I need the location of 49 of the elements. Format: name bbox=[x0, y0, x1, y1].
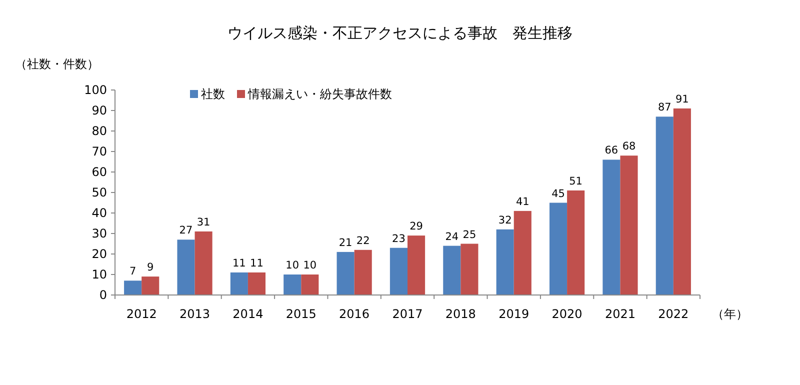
data-label: 51 bbox=[569, 175, 583, 188]
data-label: 45 bbox=[552, 188, 565, 200]
x-tick-label: 2012 bbox=[126, 307, 157, 321]
data-label: 23 bbox=[392, 232, 406, 245]
y-tick-label: 60 bbox=[92, 165, 107, 179]
x-tick-label: 2017 bbox=[392, 307, 423, 321]
title: ウイルス感染・不正アクセスによる事故 発生推移 bbox=[228, 24, 572, 42]
ylabel: （社数・件数） bbox=[15, 57, 99, 71]
data-label: 24 bbox=[445, 230, 459, 243]
x-tick-label: 2019 bbox=[498, 307, 530, 321]
y-tick-label: 90 bbox=[92, 104, 107, 118]
y-tick-label: 80 bbox=[92, 124, 107, 138]
x-tick-label: 2014 bbox=[232, 307, 264, 321]
legend-label: 情報漏えい・紛失事故件数 bbox=[247, 87, 392, 101]
x-tick-label: 2013 bbox=[180, 307, 210, 321]
x-tick-label: 2016 bbox=[339, 307, 370, 321]
data-label: 11 bbox=[250, 257, 264, 270]
data-label: 68 bbox=[622, 140, 636, 153]
data-label: 27 bbox=[179, 224, 193, 237]
data-label: 10 bbox=[303, 260, 317, 272]
legend-label: 社数 bbox=[201, 87, 225, 101]
y-tick-label: 70 bbox=[92, 144, 107, 158]
data-label: 29 bbox=[410, 220, 423, 233]
data-label: 32 bbox=[498, 214, 512, 226]
y-tick-label: 30 bbox=[92, 226, 107, 240]
data-label: 91 bbox=[675, 93, 689, 106]
x-tick-label: 2015 bbox=[286, 307, 316, 321]
data-label: 11 bbox=[232, 257, 246, 270]
y-tick-label: 50 bbox=[92, 186, 107, 200]
x-tick-label: 2020 bbox=[552, 307, 582, 321]
data-label: 25 bbox=[462, 228, 476, 241]
data-label: 31 bbox=[196, 216, 210, 228]
data-label: 7 bbox=[129, 266, 136, 278]
x-tick-label: 2022 bbox=[658, 307, 689, 321]
y-tick-label: 100 bbox=[84, 83, 107, 97]
y-tick-label: 0 bbox=[99, 288, 107, 302]
data-label: 9 bbox=[147, 262, 154, 274]
data-label: 41 bbox=[516, 196, 530, 208]
x-tick-label: 2021 bbox=[604, 307, 636, 321]
y-tick-label: 10 bbox=[92, 268, 107, 282]
y-tick-label: 20 bbox=[92, 247, 107, 261]
xlabel: （年） bbox=[712, 307, 748, 321]
x-tick-label: 2018 bbox=[445, 307, 476, 321]
data-label: 10 bbox=[286, 260, 300, 272]
data-label: 21 bbox=[338, 236, 352, 249]
y-tick-label: 40 bbox=[92, 206, 107, 220]
data-label: 66 bbox=[604, 144, 618, 157]
data-label: 87 bbox=[658, 102, 672, 114]
data-label: 22 bbox=[356, 234, 370, 247]
